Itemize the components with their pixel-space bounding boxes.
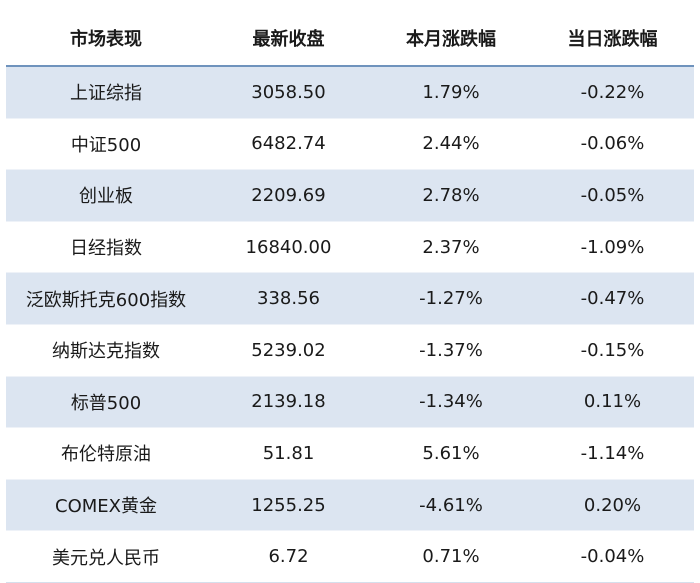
- table-row: 创业板 2209.69 2.78% -0.05%: [6, 169, 694, 222]
- market-name: 布伦特原油: [6, 427, 206, 480]
- market-performance-table: 市场表现 最新收盘 本月涨跌幅 当日涨跌幅 上证综指 3058.50 1.79%…: [6, 10, 694, 583]
- latest-close: 2139.18: [206, 376, 371, 429]
- header-latest-close: 最新收盘: [206, 10, 371, 67]
- market-name: COMEX黄金: [6, 479, 206, 532]
- table-row: 纳斯达克指数 5239.02 -1.37% -0.15%: [6, 324, 694, 377]
- market-name: 标普500: [6, 376, 206, 429]
- day-change: 0.11%: [531, 376, 694, 429]
- table-row: 泛欧斯托克600指数 338.56 -1.27% -0.47%: [6, 272, 694, 325]
- latest-close: 6482.74: [206, 118, 371, 171]
- month-change: 0.71%: [371, 530, 531, 583]
- table-row: 布伦特原油 51.81 5.61% -1.14%: [6, 427, 694, 480]
- day-change: -0.22%: [531, 66, 694, 119]
- market-name: 创业板: [6, 169, 206, 222]
- day-change: -0.15%: [531, 324, 694, 377]
- table-row: 美元兑人民币 6.72 0.71% -0.04%: [6, 530, 694, 583]
- latest-close: 16840.00: [206, 221, 371, 274]
- table-row: 中证500 6482.74 2.44% -0.06%: [6, 118, 694, 171]
- header-day-change: 当日涨跌幅: [531, 10, 694, 67]
- latest-close: 1255.25: [206, 479, 371, 532]
- latest-close: 51.81: [206, 427, 371, 480]
- market-name: 中证500: [6, 118, 206, 171]
- month-change: 2.78%: [371, 169, 531, 222]
- month-change: 2.44%: [371, 118, 531, 171]
- latest-close: 338.56: [206, 272, 371, 325]
- month-change: -1.34%: [371, 376, 531, 429]
- market-name: 美元兑人民币: [6, 530, 206, 583]
- market-name: 纳斯达克指数: [6, 324, 206, 377]
- day-change: -0.06%: [531, 118, 694, 171]
- day-change: -0.47%: [531, 272, 694, 325]
- latest-close: 6.72: [206, 530, 371, 583]
- table-body: 上证综指 3058.50 1.79% -0.22% 中证500 6482.74 …: [6, 66, 694, 583]
- latest-close: 5239.02: [206, 324, 371, 377]
- month-change: 2.37%: [371, 221, 531, 274]
- latest-close: 2209.69: [206, 169, 371, 222]
- table-row: 上证综指 3058.50 1.79% -0.22%: [6, 66, 694, 119]
- market-name: 泛欧斯托克600指数: [6, 272, 206, 325]
- month-change: -4.61%: [371, 479, 531, 532]
- latest-close: 3058.50: [206, 66, 371, 119]
- month-change: 5.61%: [371, 427, 531, 480]
- header-market: 市场表现: [6, 10, 206, 67]
- day-change: -1.14%: [531, 427, 694, 480]
- table-header: 市场表现 最新收盘 本月涨跌幅 当日涨跌幅: [6, 10, 694, 67]
- month-change: 1.79%: [371, 66, 531, 119]
- day-change: -0.05%: [531, 169, 694, 222]
- day-change: -1.09%: [531, 221, 694, 274]
- month-change: -1.27%: [371, 272, 531, 325]
- day-change: 0.20%: [531, 479, 694, 532]
- market-name: 上证综指: [6, 66, 206, 119]
- table-row: 日经指数 16840.00 2.37% -1.09%: [6, 221, 694, 274]
- month-change: -1.37%: [371, 324, 531, 377]
- day-change: -0.04%: [531, 530, 694, 583]
- table-row: 标普500 2139.18 -1.34% 0.11%: [6, 376, 694, 429]
- table-row: COMEX黄金 1255.25 -4.61% 0.20%: [6, 479, 694, 532]
- header-month-change: 本月涨跌幅: [371, 10, 531, 67]
- header-row: 市场表现 最新收盘 本月涨跌幅 当日涨跌幅: [6, 10, 694, 67]
- market-name: 日经指数: [6, 221, 206, 274]
